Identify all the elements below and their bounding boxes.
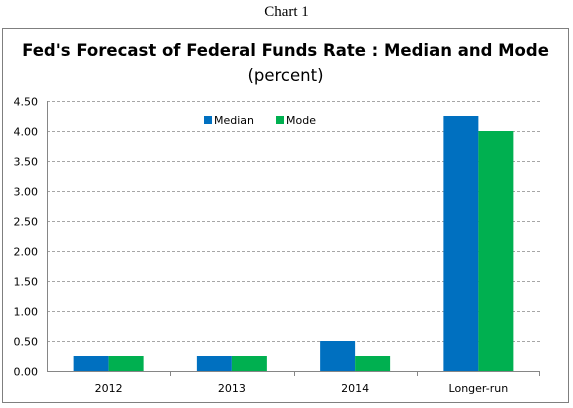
bar-median-2013	[196, 356, 232, 371]
y-tick-label: 4.00	[14, 126, 39, 139]
y-tick-label: 3.00	[14, 186, 39, 199]
bar-median-2012	[73, 356, 109, 371]
x-tick-label: Longer-run	[449, 382, 509, 395]
bar-median-longer-run	[443, 116, 479, 371]
legend-swatch-median	[204, 116, 212, 124]
bar-mode-2014	[355, 356, 391, 371]
y-tick-label: 0.00	[14, 366, 39, 379]
y-tick-label: 3.50	[14, 156, 39, 169]
legend: Median Mode	[204, 114, 316, 127]
bars	[73, 116, 514, 371]
x-tick-label: 2012	[95, 382, 123, 395]
axes	[47, 101, 540, 376]
y-tick-label: 4.50	[14, 96, 39, 109]
chart-subtitle: (percent)	[247, 66, 324, 85]
legend-swatch-mode	[276, 116, 284, 124]
bar-mode-longer-run	[478, 131, 514, 371]
tick-labels: 0.00 0.50 1.00 1.50 2.00 2.50 3.00 3.50 4.00 4.50…	[14, 96, 509, 396]
legend-label-median: Median	[214, 114, 254, 127]
bar-mode-2013	[231, 356, 267, 371]
chart-caption: Chart 1	[264, 4, 309, 20]
bar-mode-2012	[108, 356, 144, 371]
legend-label-mode: Mode	[286, 114, 316, 127]
y-tick-label: 1.50	[14, 276, 39, 289]
y-tick-label: 0.50	[14, 336, 39, 349]
x-tick-label: 2014	[341, 382, 369, 395]
y-tick-label: 2.50	[14, 216, 39, 229]
chart-title: Fed's Forecast of Federal Funds Rate : M…	[22, 41, 549, 60]
y-tick-label: 2.00	[14, 246, 39, 259]
y-tick-label: 1.00	[14, 306, 39, 319]
x-tick-label: 2013	[218, 382, 246, 395]
bar-median-2014	[320, 341, 356, 371]
